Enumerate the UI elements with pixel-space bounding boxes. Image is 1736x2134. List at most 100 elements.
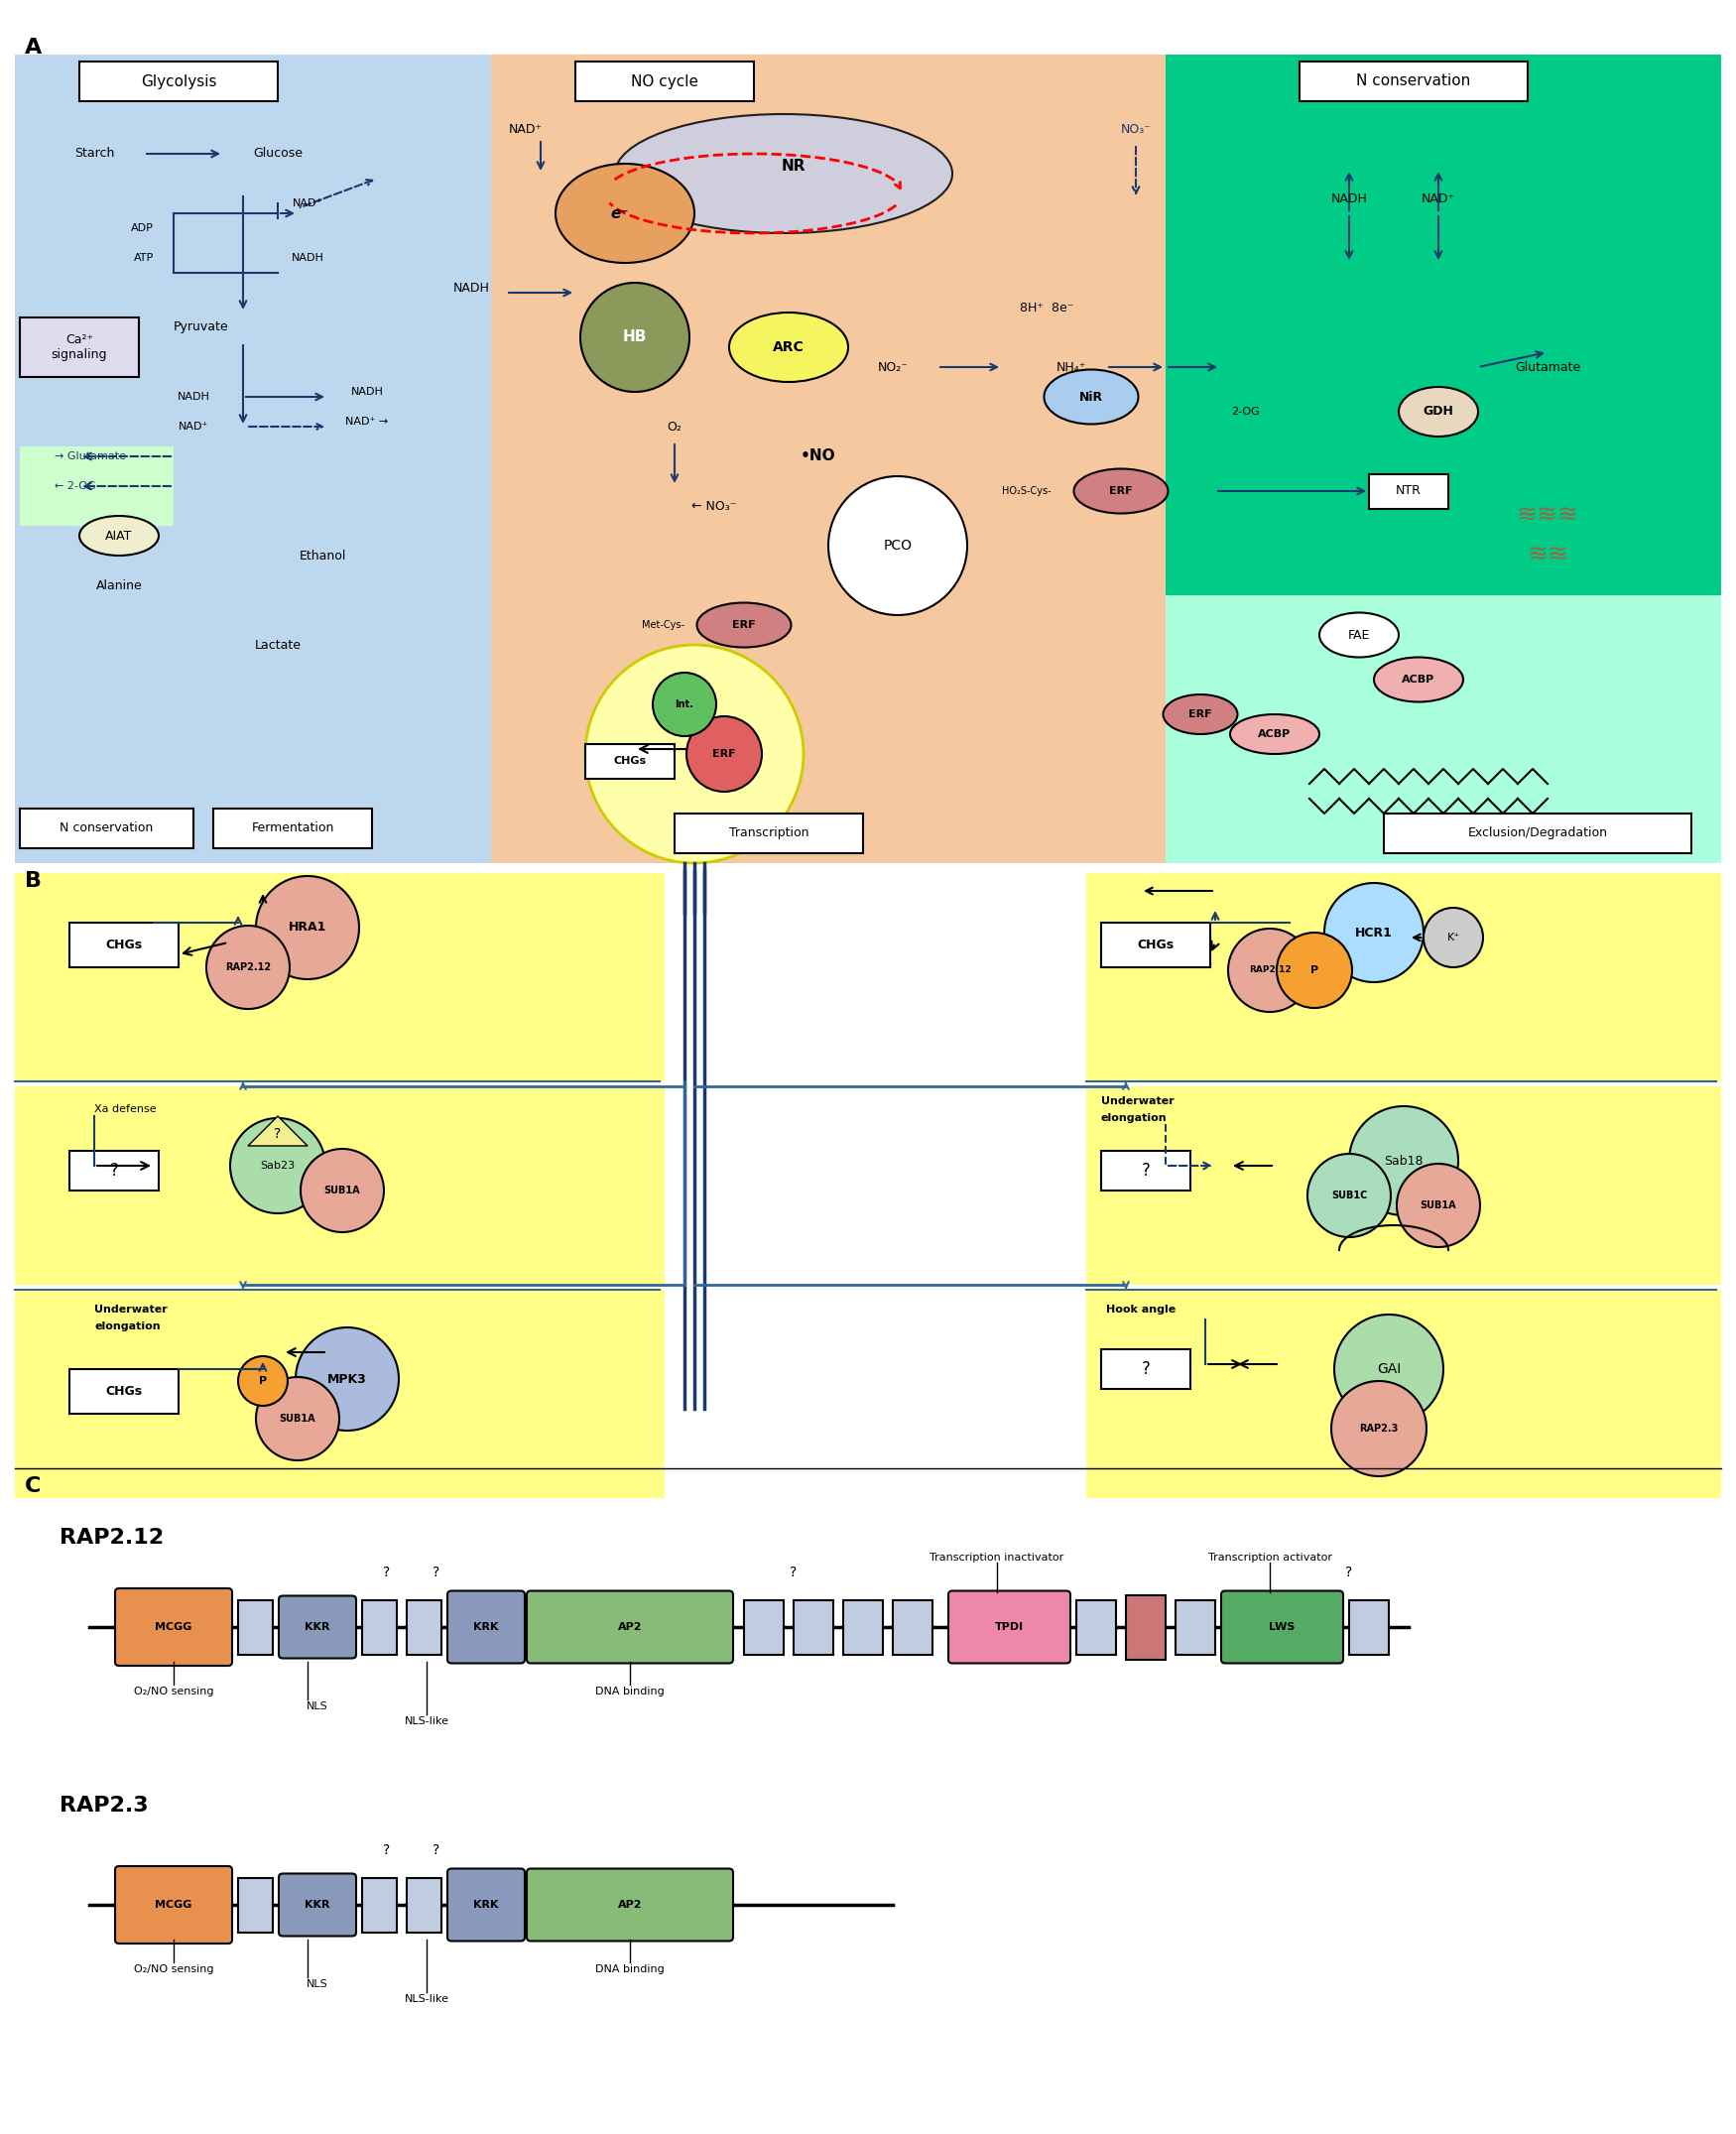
FancyBboxPatch shape [448, 1869, 524, 1942]
Bar [1087, 1086, 1720, 1285]
Ellipse shape [1399, 386, 1477, 437]
FancyBboxPatch shape [279, 1874, 356, 1936]
Text: ATP: ATP [134, 254, 155, 262]
Text: Transcription inactivator: Transcription inactivator [930, 1554, 1064, 1562]
Bar [1165, 55, 1720, 862]
Bar [19, 809, 193, 847]
Text: AP2: AP2 [618, 1899, 642, 1910]
FancyBboxPatch shape [448, 1590, 524, 1662]
Bar [363, 1600, 398, 1654]
Ellipse shape [1163, 694, 1238, 734]
Bar [1087, 1289, 1720, 1498]
Text: O₂: O₂ [667, 420, 682, 433]
Bar [1349, 1600, 1389, 1654]
Text: O₂/NO sensing: O₂/NO sensing [134, 1686, 214, 1697]
Bar [1175, 1600, 1215, 1654]
Text: ?: ? [109, 1161, 118, 1180]
Bar [745, 1600, 783, 1654]
Text: ERF: ERF [1189, 708, 1212, 719]
Text: Int.: Int. [675, 700, 694, 708]
Text: NO cycle: NO cycle [630, 75, 698, 90]
Bar [16, 873, 665, 1082]
Circle shape [238, 1357, 288, 1406]
Text: ≋≋: ≋≋ [1526, 544, 1568, 568]
Text: C: C [24, 1477, 42, 1496]
Text: Ca²⁺: Ca²⁺ [66, 333, 94, 346]
Text: MPK3: MPK3 [328, 1372, 366, 1385]
Ellipse shape [615, 113, 953, 233]
Text: Transcription activator: Transcription activator [1208, 1554, 1332, 1562]
Text: KRK: KRK [474, 1899, 498, 1910]
Text: ?: ? [432, 1844, 441, 1857]
Text: ACBP: ACBP [1403, 674, 1436, 685]
Text: HB: HB [623, 331, 648, 346]
Text: Glycolysis: Glycolysis [141, 75, 217, 90]
Text: RAP2.12: RAP2.12 [1248, 967, 1292, 975]
Bar [1101, 1150, 1191, 1191]
Text: AIAT: AIAT [106, 529, 132, 542]
Bar [238, 1600, 273, 1654]
Circle shape [231, 1118, 325, 1214]
Text: elongation: elongation [94, 1321, 160, 1332]
Bar [19, 318, 139, 378]
Text: → Glutamate: → Glutamate [54, 452, 127, 461]
Circle shape [1332, 1381, 1427, 1477]
Text: KRK: KRK [474, 1622, 498, 1633]
Text: Transcription: Transcription [729, 826, 809, 841]
FancyBboxPatch shape [526, 1590, 733, 1662]
Text: N conservation: N conservation [59, 822, 153, 834]
Text: HRA1: HRA1 [288, 922, 326, 935]
Text: 8H⁺  8e⁻: 8H⁺ 8e⁻ [1019, 301, 1073, 314]
Bar [675, 813, 863, 854]
Text: A: A [24, 38, 42, 58]
Text: NH₄⁺: NH₄⁺ [1055, 361, 1087, 373]
Text: P: P [259, 1376, 267, 1385]
Bar [844, 1600, 884, 1654]
Circle shape [1335, 1315, 1443, 1423]
Text: NAD⁺: NAD⁺ [1422, 192, 1455, 205]
Text: ?: ? [384, 1566, 391, 1579]
Bar [16, 1289, 665, 1498]
Text: TPDI: TPDI [995, 1622, 1024, 1633]
Text: elongation: elongation [1101, 1114, 1167, 1122]
Text: SUB1A: SUB1A [1420, 1201, 1457, 1210]
Polygon shape [248, 1116, 307, 1146]
Ellipse shape [556, 164, 694, 262]
Text: RAP2.3: RAP2.3 [1359, 1423, 1399, 1434]
Text: Starch: Starch [75, 147, 115, 160]
Text: ?: ? [274, 1127, 281, 1142]
Text: Hook angle: Hook angle [1106, 1304, 1175, 1315]
Circle shape [580, 282, 689, 393]
Text: AP2: AP2 [618, 1622, 642, 1633]
FancyBboxPatch shape [1220, 1590, 1344, 1662]
Text: NTR: NTR [1396, 484, 1422, 497]
FancyBboxPatch shape [115, 1588, 233, 1667]
Text: GAI: GAI [1377, 1361, 1401, 1376]
Text: Met-Cys-: Met-Cys- [642, 621, 684, 630]
Text: Lactate: Lactate [255, 638, 300, 651]
Bar [1076, 1600, 1116, 1654]
Text: RAP2.12: RAP2.12 [226, 962, 271, 973]
Text: N conservation: N conservation [1356, 75, 1470, 90]
Text: ≋≋≋: ≋≋≋ [1516, 504, 1578, 527]
Bar [585, 745, 675, 779]
Text: NO₃⁻: NO₃⁻ [1120, 122, 1151, 134]
Text: ARC: ARC [773, 339, 804, 354]
Text: O₂/NO sensing: O₂/NO sensing [134, 1965, 214, 1974]
FancyBboxPatch shape [279, 1596, 356, 1658]
Text: NADH: NADH [292, 254, 325, 262]
Circle shape [1349, 1105, 1458, 1216]
Text: HCR1: HCR1 [1356, 926, 1392, 939]
Text: CHGs: CHGs [613, 755, 646, 766]
Bar [214, 809, 372, 847]
Bar [69, 1370, 179, 1413]
Text: ERF: ERF [1109, 487, 1132, 495]
Text: ?: ? [432, 1566, 441, 1579]
Text: HO₂S-Cys-: HO₂S-Cys- [1002, 487, 1052, 495]
Ellipse shape [729, 312, 849, 382]
Text: LWS: LWS [1269, 1622, 1295, 1633]
Bar [1384, 813, 1691, 854]
Text: MCGG: MCGG [155, 1622, 193, 1633]
Text: NAD⁺ →: NAD⁺ → [345, 416, 389, 427]
Ellipse shape [80, 516, 158, 555]
